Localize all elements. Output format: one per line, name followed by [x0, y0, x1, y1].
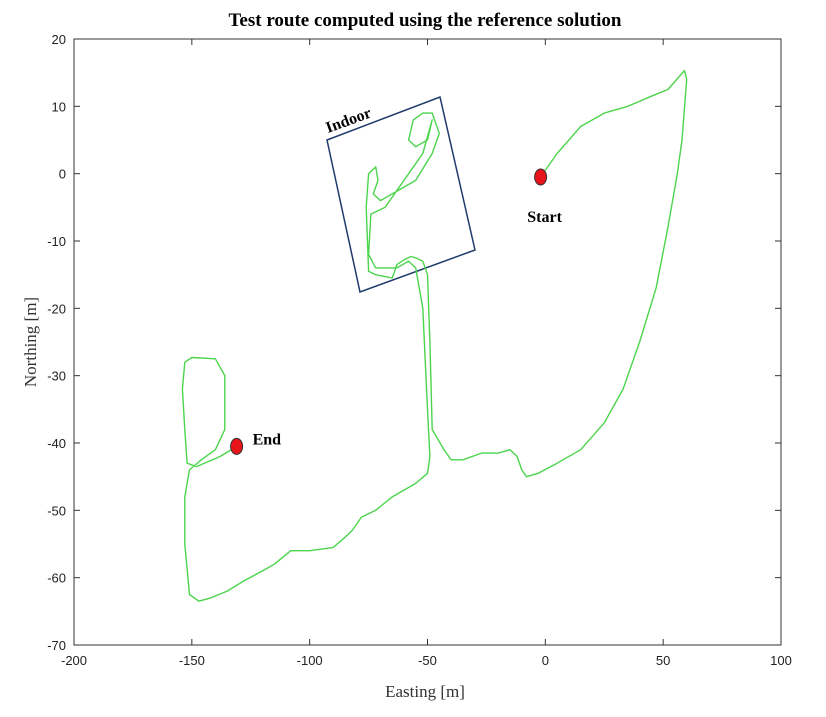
x-tick-label: 0: [542, 653, 549, 668]
y-tick-label: 0: [59, 167, 66, 182]
marker-label: Start: [527, 209, 562, 226]
x-tick-label: -100: [297, 653, 323, 668]
y-axis-label: Northing [m]: [21, 297, 40, 387]
y-tick-label: -20: [47, 301, 66, 316]
point-marker: [534, 168, 548, 186]
chart-title: Test route computed using the reference …: [228, 10, 621, 31]
indoor-box: [326, 95, 476, 293]
point-marker: [230, 437, 244, 455]
y-tick-label: -30: [47, 369, 66, 384]
y-tick-label: 20: [52, 32, 66, 47]
y-tick-label: -40: [47, 436, 66, 451]
x-tick-label: 100: [770, 653, 792, 668]
marker-label: End: [253, 431, 282, 448]
route-line: [181, 69, 688, 602]
y-tick-label: -50: [47, 503, 66, 518]
y-tick-label: -60: [47, 571, 66, 586]
x-tick-label: -200: [61, 653, 87, 668]
x-axis-label: Easting [m]: [385, 682, 465, 701]
y-tick-label: -70: [47, 638, 66, 653]
x-tick-label: 50: [656, 653, 670, 668]
y-tick-label: 10: [52, 99, 66, 114]
y-tick-label: -10: [47, 234, 66, 249]
x-tick-label: -50: [418, 653, 437, 668]
x-tick-label: -150: [179, 653, 205, 668]
